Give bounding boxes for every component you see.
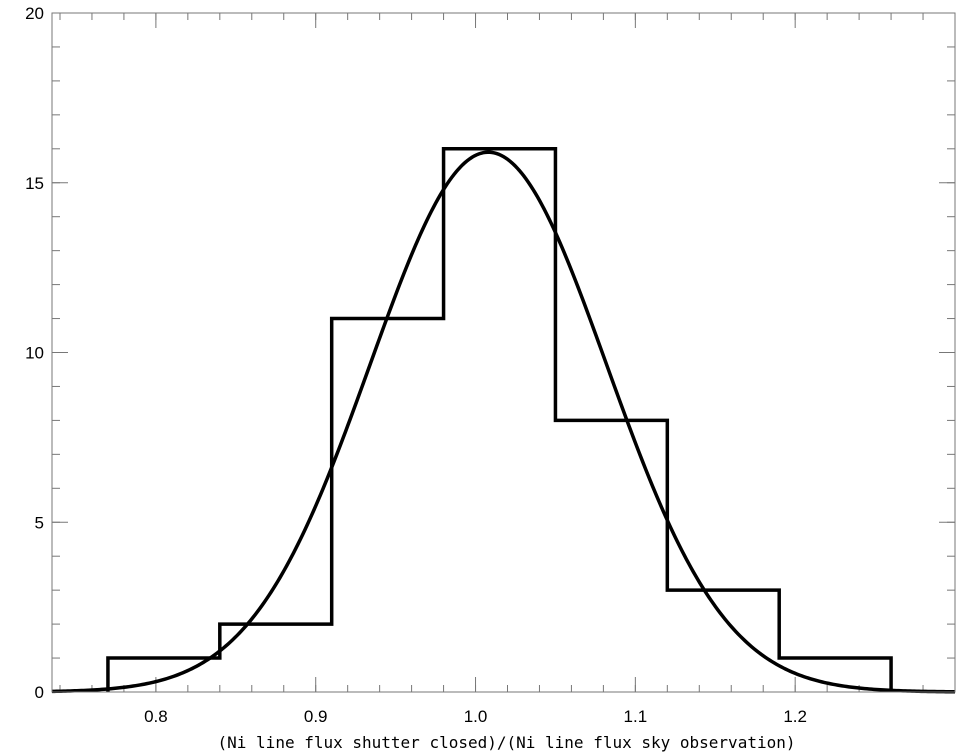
gaussian-fit-curve xyxy=(51,150,956,694)
x-tick-label: 0.8 xyxy=(144,707,168,726)
x-axis-title: (Ni line flux shutter closed)/(Ni line f… xyxy=(218,733,796,752)
x-tick-label: 1.2 xyxy=(783,707,807,726)
y-tick-label: 10 xyxy=(25,344,44,363)
x-tick-label: 0.9 xyxy=(304,707,328,726)
histogram-bars xyxy=(106,147,893,692)
y-tick-label: 5 xyxy=(35,513,44,532)
plot-frame xyxy=(51,12,956,693)
x-axis-ticks: 0.8 0.9 1.0 1.1 1.2 xyxy=(144,13,807,726)
x-tick-label: 1.0 xyxy=(464,707,488,726)
y-axis-ticks: 0 5 10 15 20 xyxy=(25,4,955,702)
y-tick-label: 15 xyxy=(25,174,44,193)
minor-ticks xyxy=(52,12,956,693)
y-tick-label: 0 xyxy=(35,683,44,702)
y-tick-label: 20 xyxy=(25,4,44,23)
x-tick-label: 1.1 xyxy=(624,707,648,726)
